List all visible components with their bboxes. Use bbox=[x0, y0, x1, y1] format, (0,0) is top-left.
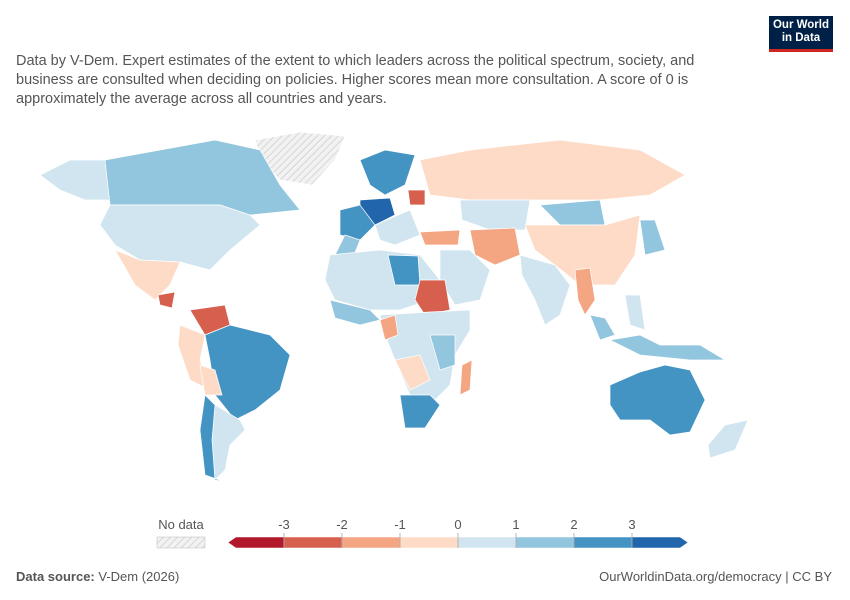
legend-tick-label: 0 bbox=[454, 517, 461, 532]
subtitle: Data by V-Dem. Expert estimates of the e… bbox=[16, 53, 695, 107]
legend-bin bbox=[457, 536, 517, 549]
legend-bin bbox=[399, 536, 459, 549]
logo: Our World in Data bbox=[769, 16, 833, 52]
legend-bin bbox=[631, 536, 689, 549]
legend: -3 -2 -1 0 1 2 3 bbox=[227, 517, 689, 549]
source: Data source: V-Dem (2026) bbox=[16, 569, 179, 584]
legend-tick-label: -3 bbox=[278, 517, 290, 532]
legend-bin bbox=[227, 536, 285, 549]
legend-tick-label: -2 bbox=[336, 517, 348, 532]
legend-tick-label: 1 bbox=[512, 517, 519, 532]
legend-no-data-swatch bbox=[156, 536, 206, 549]
source-text: V-Dem (2026) bbox=[98, 569, 180, 584]
legend-bin bbox=[515, 536, 575, 549]
legend-bin bbox=[341, 536, 401, 549]
legend-bin bbox=[283, 536, 343, 549]
link[interactable]: OurWorldinData.org/democracy | CC BY bbox=[599, 569, 832, 584]
countries bbox=[39, 131, 749, 483]
legend-tick-label: 3 bbox=[628, 517, 635, 532]
legend-tick-label: 2 bbox=[570, 517, 577, 532]
legend-tick-label: -1 bbox=[394, 517, 406, 532]
source-label: Data source: bbox=[16, 569, 95, 584]
legend-bin bbox=[573, 536, 633, 549]
legend-no-data-label: No data bbox=[158, 517, 204, 532]
